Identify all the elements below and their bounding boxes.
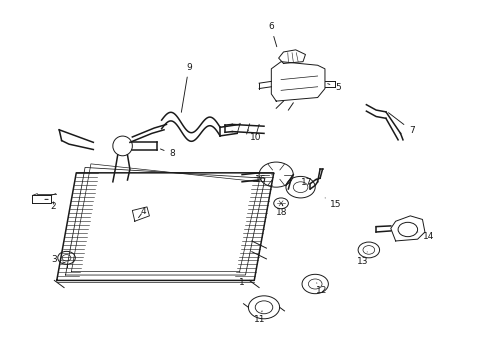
Text: 15: 15: [325, 198, 341, 209]
Text: 7: 7: [387, 113, 414, 135]
Text: 9: 9: [181, 63, 191, 112]
Text: 11: 11: [254, 311, 265, 324]
Text: 12: 12: [315, 283, 326, 295]
Text: 13: 13: [356, 252, 367, 266]
Text: 5: 5: [327, 83, 340, 92]
Text: 10: 10: [247, 130, 261, 142]
Text: 14: 14: [417, 232, 434, 241]
Text: 6: 6: [267, 22, 276, 47]
Text: 18: 18: [276, 204, 287, 217]
Text: 2: 2: [50, 202, 56, 211]
Text: 16: 16: [254, 175, 272, 184]
Text: 4: 4: [138, 207, 145, 217]
Text: 1: 1: [239, 271, 244, 287]
Text: 3: 3: [51, 255, 65, 264]
Text: 17: 17: [301, 178, 316, 187]
Text: 8: 8: [160, 149, 175, 158]
